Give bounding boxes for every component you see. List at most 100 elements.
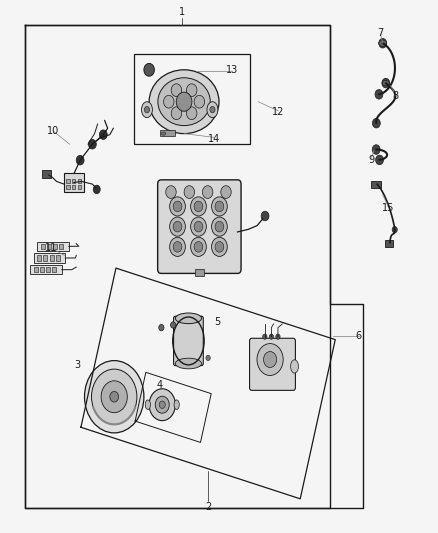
Bar: [56, 255, 60, 261]
Bar: [34, 253, 65, 263]
Circle shape: [376, 155, 384, 165]
Text: 3: 3: [74, 360, 80, 370]
Circle shape: [173, 221, 182, 232]
Circle shape: [191, 197, 206, 216]
Circle shape: [144, 63, 154, 76]
FancyBboxPatch shape: [250, 338, 295, 390]
Circle shape: [212, 197, 227, 216]
Bar: [41, 244, 45, 249]
Ellipse shape: [175, 358, 201, 369]
Bar: [40, 267, 44, 272]
Ellipse shape: [141, 102, 152, 118]
Circle shape: [173, 201, 182, 212]
Text: 10: 10: [47, 126, 59, 136]
Bar: [371, 181, 381, 188]
Text: 7: 7: [378, 28, 384, 38]
Circle shape: [171, 107, 182, 119]
Text: 14: 14: [208, 134, 220, 144]
Text: 5: 5: [214, 317, 220, 327]
Circle shape: [187, 84, 197, 96]
Circle shape: [166, 185, 176, 198]
Circle shape: [212, 217, 227, 236]
Bar: [64, 173, 84, 192]
Circle shape: [375, 90, 383, 99]
Circle shape: [76, 156, 84, 165]
Ellipse shape: [161, 132, 166, 135]
Circle shape: [92, 369, 137, 424]
Circle shape: [379, 38, 387, 48]
Text: 1: 1: [179, 7, 185, 18]
Circle shape: [159, 325, 164, 331]
Circle shape: [194, 95, 205, 108]
Text: 11: 11: [45, 243, 57, 253]
Bar: [52, 267, 56, 272]
Circle shape: [163, 95, 174, 108]
Circle shape: [170, 197, 185, 216]
Circle shape: [99, 130, 107, 140]
Circle shape: [382, 78, 390, 88]
Bar: [42, 170, 51, 177]
Bar: [59, 244, 63, 249]
Circle shape: [215, 241, 224, 252]
Ellipse shape: [175, 313, 201, 324]
Circle shape: [110, 391, 119, 402]
Bar: [46, 267, 50, 272]
Circle shape: [170, 237, 185, 256]
Circle shape: [155, 396, 169, 413]
Circle shape: [264, 352, 277, 368]
Circle shape: [257, 344, 283, 375]
Ellipse shape: [145, 400, 150, 409]
Circle shape: [88, 140, 96, 149]
Circle shape: [149, 389, 175, 421]
Circle shape: [173, 241, 182, 252]
Ellipse shape: [174, 400, 179, 409]
Bar: [30, 265, 62, 274]
FancyBboxPatch shape: [173, 316, 203, 366]
Bar: [78, 179, 81, 183]
Bar: [78, 185, 81, 189]
Circle shape: [212, 237, 227, 256]
Bar: [160, 130, 175, 136]
Ellipse shape: [382, 80, 389, 86]
Circle shape: [85, 361, 144, 433]
Circle shape: [276, 334, 280, 340]
Bar: [72, 185, 75, 189]
Circle shape: [206, 356, 210, 361]
Bar: [43, 255, 47, 261]
Text: 6: 6: [356, 330, 362, 341]
Circle shape: [372, 145, 380, 155]
Bar: [195, 269, 204, 276]
Circle shape: [392, 227, 397, 233]
Circle shape: [101, 381, 127, 413]
Bar: [66, 179, 70, 183]
Text: 8: 8: [393, 91, 399, 101]
Bar: [72, 179, 75, 183]
Circle shape: [215, 201, 224, 212]
Text: 2: 2: [205, 502, 211, 512]
Circle shape: [171, 84, 182, 96]
Circle shape: [269, 334, 274, 340]
Bar: [37, 255, 41, 261]
Ellipse shape: [290, 360, 298, 373]
Bar: [66, 185, 70, 189]
Bar: [53, 244, 57, 249]
Circle shape: [184, 185, 194, 198]
Circle shape: [159, 401, 165, 408]
Circle shape: [170, 322, 176, 328]
Text: 9: 9: [368, 155, 374, 165]
Circle shape: [191, 237, 206, 256]
Ellipse shape: [207, 102, 218, 118]
Ellipse shape: [158, 78, 210, 126]
Bar: [385, 240, 393, 247]
Circle shape: [170, 217, 185, 236]
Circle shape: [210, 107, 215, 113]
Text: 13: 13: [226, 65, 238, 75]
Ellipse shape: [379, 40, 387, 46]
Circle shape: [191, 217, 206, 236]
FancyBboxPatch shape: [158, 180, 241, 273]
Circle shape: [215, 221, 224, 232]
Ellipse shape: [149, 70, 219, 134]
Text: 15: 15: [382, 203, 395, 213]
Text: 4: 4: [157, 379, 163, 390]
Circle shape: [221, 185, 231, 198]
